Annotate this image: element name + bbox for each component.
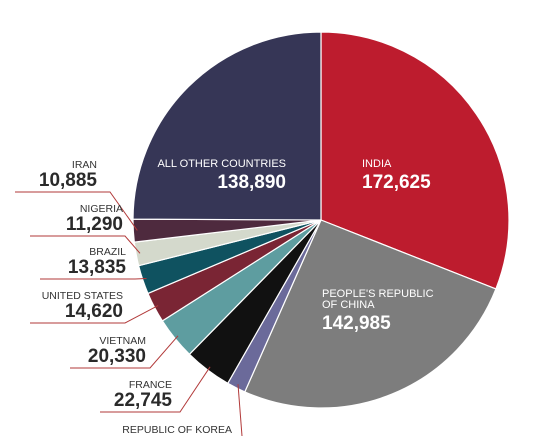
- label-nigeria-value: 11,290: [66, 214, 123, 235]
- pie-slices: [132, 31, 510, 409]
- label-brazil-value: 13,835: [68, 257, 127, 278]
- leader-line-brazil: [40, 278, 147, 280]
- leader-line-vietnam: [70, 335, 179, 369]
- label-china-value: 142,985: [322, 313, 391, 334]
- label-vietnam-value: 20,330: [88, 346, 146, 367]
- label-iran-name: IRAN: [72, 159, 97, 171]
- leader-lines: [15, 191, 243, 436]
- label-india-name: INDIA: [362, 158, 392, 170]
- label-brazil-name: BRAZIL: [89, 246, 126, 258]
- label-india-value: 172,625: [362, 172, 431, 193]
- label-china-name-line1: PEOPLE'S REPUBLIC: [322, 288, 434, 300]
- leader-line-nigeria: [30, 235, 141, 254]
- label-iran-value: 10,885: [39, 170, 98, 191]
- label-vietnam-name: VIETNAM: [99, 335, 146, 347]
- label-other-name: ALL OTHER COUNTRIES: [157, 158, 286, 170]
- slice-all-other-countries: [132, 31, 322, 221]
- label-france-value: 22,745: [114, 390, 173, 411]
- label-united-states-value: 14,620: [65, 301, 123, 322]
- leader-line-united-states: [30, 305, 159, 324]
- leader-line-republic-of-korea: [237, 384, 243, 436]
- label-france-name: FRANCE: [129, 379, 172, 391]
- label-united-states-name: UNITED STATES: [42, 290, 123, 302]
- label-nigeria-name: NIGERIA: [80, 203, 123, 215]
- label-korea-name: REPUBLIC OF KOREA: [122, 424, 232, 436]
- label-china-name-line2: OF CHINA: [322, 299, 375, 311]
- leader-line-france: [100, 366, 211, 413]
- label-other-value: 138,890: [217, 172, 286, 193]
- leader-line-iran: [15, 191, 138, 231]
- slice-india: [320, 31, 510, 290]
- slice-people-s-republic-of-china: [244, 219, 497, 409]
